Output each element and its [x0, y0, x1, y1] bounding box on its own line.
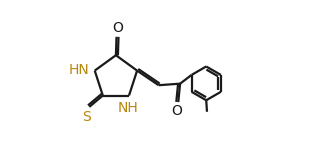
- Text: O: O: [172, 104, 182, 118]
- Text: O: O: [112, 21, 123, 35]
- Text: NH: NH: [118, 101, 139, 115]
- Text: S: S: [83, 110, 91, 124]
- Text: HN: HN: [68, 63, 89, 77]
